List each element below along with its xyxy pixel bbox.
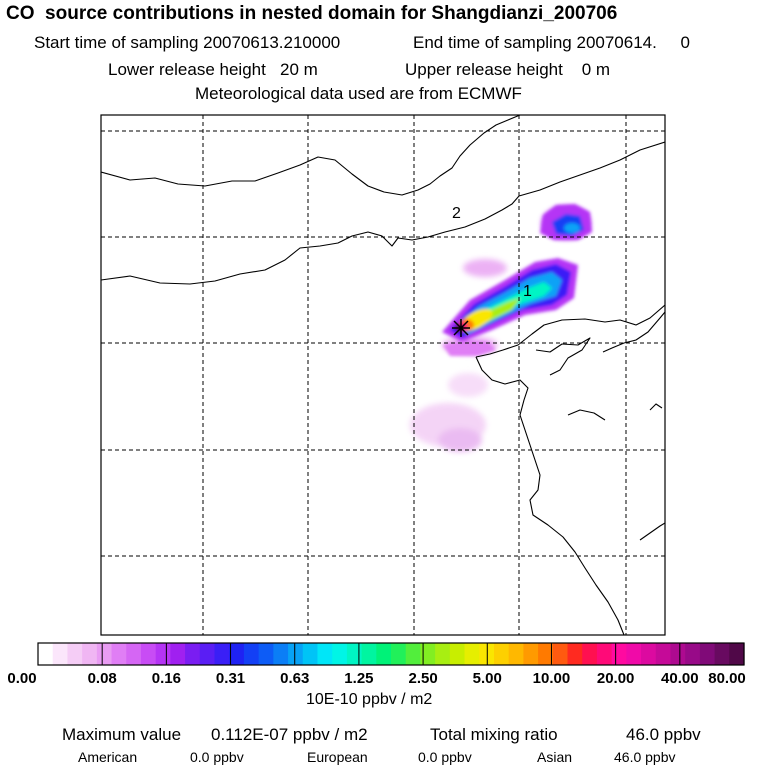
lower-release-height: Lower release height 20 m bbox=[108, 60, 318, 80]
color-bar-swatch bbox=[302, 643, 319, 665]
color-bar-swatch bbox=[155, 643, 171, 665]
color-bar-swatch bbox=[361, 643, 377, 665]
color-bar-frame bbox=[37, 642, 745, 666]
region-asian-label: Asian bbox=[537, 749, 573, 765]
lower-release-value: 20 m bbox=[280, 60, 318, 79]
color-bar-swatch bbox=[140, 643, 157, 665]
color-bar-swatch bbox=[670, 643, 686, 665]
region-asian-value: 46.0 ppbv bbox=[614, 749, 676, 765]
upper-release-label: Upper release height bbox=[405, 60, 563, 79]
color-bar-swatch bbox=[699, 643, 716, 665]
color-bar-swatch bbox=[243, 643, 260, 665]
region-european-label: European bbox=[307, 749, 368, 765]
color-bar-swatch bbox=[449, 643, 466, 665]
max-value: 0.112E-07 ppbv / m2 bbox=[211, 725, 368, 744]
color-bar-swatch bbox=[52, 643, 69, 665]
color-bar-swatch bbox=[567, 643, 583, 665]
color-bar-swatch bbox=[346, 643, 363, 665]
color-bar-swatch bbox=[391, 643, 407, 665]
color-bar-swatch bbox=[552, 643, 569, 665]
end-time-value: 20070614. 0 bbox=[576, 33, 690, 52]
color-bar-tick-label: 10.00 bbox=[532, 670, 571, 687]
color-bar-swatch bbox=[126, 643, 142, 665]
color-bar-swatch bbox=[596, 643, 613, 665]
color-bar-tick-label: 0.08 bbox=[87, 670, 117, 687]
color-bar-swatch bbox=[38, 643, 54, 665]
color-bar-tick-label: 40.00 bbox=[661, 670, 699, 687]
map-panel: 1 2 bbox=[101, 115, 665, 635]
color-bar-swatch bbox=[582, 643, 598, 665]
total-mixing-ratio-value: 46.0 ppbv bbox=[626, 725, 701, 744]
contour-label-1: 1 bbox=[523, 283, 532, 300]
color-bar-swatch bbox=[214, 643, 230, 665]
color-bar-swatch bbox=[229, 643, 245, 665]
color-bar-tick-label: 0.00 bbox=[7, 670, 37, 687]
lower-release-label: Lower release height bbox=[108, 60, 266, 79]
color-bar-tick-label: 0.63 bbox=[280, 670, 310, 687]
color-bar-swatch bbox=[538, 643, 554, 665]
region-european-value: 0.0 ppbv bbox=[418, 749, 472, 765]
start-time-value: 20070613.210000 bbox=[203, 33, 341, 52]
color-bar-swatch bbox=[729, 643, 745, 665]
contour-label-2: 2 bbox=[452, 205, 461, 222]
map-title: CO source contributions in nested domain… bbox=[6, 3, 618, 24]
start-time-label: Start time of sampling bbox=[34, 33, 199, 52]
color-bar-swatch bbox=[655, 643, 672, 665]
color-bar-swatch bbox=[185, 643, 201, 665]
color-bar-swatch bbox=[405, 643, 422, 665]
color-bar-tick-label: 20.00 bbox=[596, 670, 635, 687]
color-bar-swatch bbox=[111, 643, 127, 665]
star-icon bbox=[452, 319, 470, 337]
color-bar-swatch bbox=[258, 643, 274, 665]
color-bar bbox=[37, 642, 745, 666]
color-bar-swatch bbox=[96, 643, 113, 665]
color-bar-swatch bbox=[508, 643, 524, 665]
color-bar-swatch bbox=[332, 643, 348, 665]
color-bar-swatch bbox=[464, 643, 480, 665]
upper-release-height: Upper release height 0 m bbox=[405, 60, 610, 80]
color-bar-swatch bbox=[170, 643, 186, 665]
map-gridlines bbox=[101, 115, 665, 635]
color-bar-swatch bbox=[82, 643, 98, 665]
end-time: End time of sampling 20070614. 0 bbox=[413, 33, 690, 53]
color-bar-swatch bbox=[420, 643, 436, 665]
color-bar-swatch bbox=[67, 643, 83, 665]
color-bar-swatch bbox=[273, 643, 289, 665]
color-bar-swatch bbox=[714, 643, 730, 665]
max-value-label: Maximum value bbox=[62, 725, 182, 744]
map-frame bbox=[100, 114, 666, 636]
met-data-note: Meteorological data used are from ECMWF bbox=[195, 84, 522, 103]
start-time: Start time of sampling 20070613.210000 bbox=[34, 33, 340, 53]
coastlines bbox=[101, 115, 665, 635]
color-bar-tick-label: 5.00 bbox=[472, 670, 502, 687]
color-bar-swatch bbox=[376, 643, 392, 665]
color-bar-tick-label: 2.50 bbox=[408, 670, 438, 687]
end-time-label: End time of sampling bbox=[413, 33, 572, 52]
color-bar-swatch bbox=[493, 643, 510, 665]
total-mixing-ratio-label: Total mixing ratio bbox=[430, 725, 558, 744]
color-bar-tick-label: 0.16 bbox=[151, 670, 181, 687]
color-bar-swatch bbox=[317, 643, 333, 665]
color-bar-swatch bbox=[641, 643, 657, 665]
upper-release-value: 0 m bbox=[581, 60, 611, 79]
region-american-value: 0.0 ppbv bbox=[190, 749, 244, 765]
color-bar-tick-label: 0.31 bbox=[215, 670, 246, 687]
color-bar-swatch bbox=[199, 643, 216, 665]
color-bar-swatch bbox=[626, 643, 642, 665]
color-bar-tick-label: 1.25 bbox=[344, 670, 374, 687]
color-bar-swatch bbox=[611, 643, 627, 665]
color-bar-swatch bbox=[435, 643, 451, 665]
color-bar-units: 10E-10 ppbv / m2 bbox=[306, 691, 433, 708]
color-bar-swatch bbox=[288, 643, 304, 665]
color-bar-swatch bbox=[523, 643, 539, 665]
region-american-label: American bbox=[78, 749, 138, 765]
color-bar-tick-label: 80.00 bbox=[708, 670, 746, 687]
color-bar-swatch bbox=[685, 643, 701, 665]
